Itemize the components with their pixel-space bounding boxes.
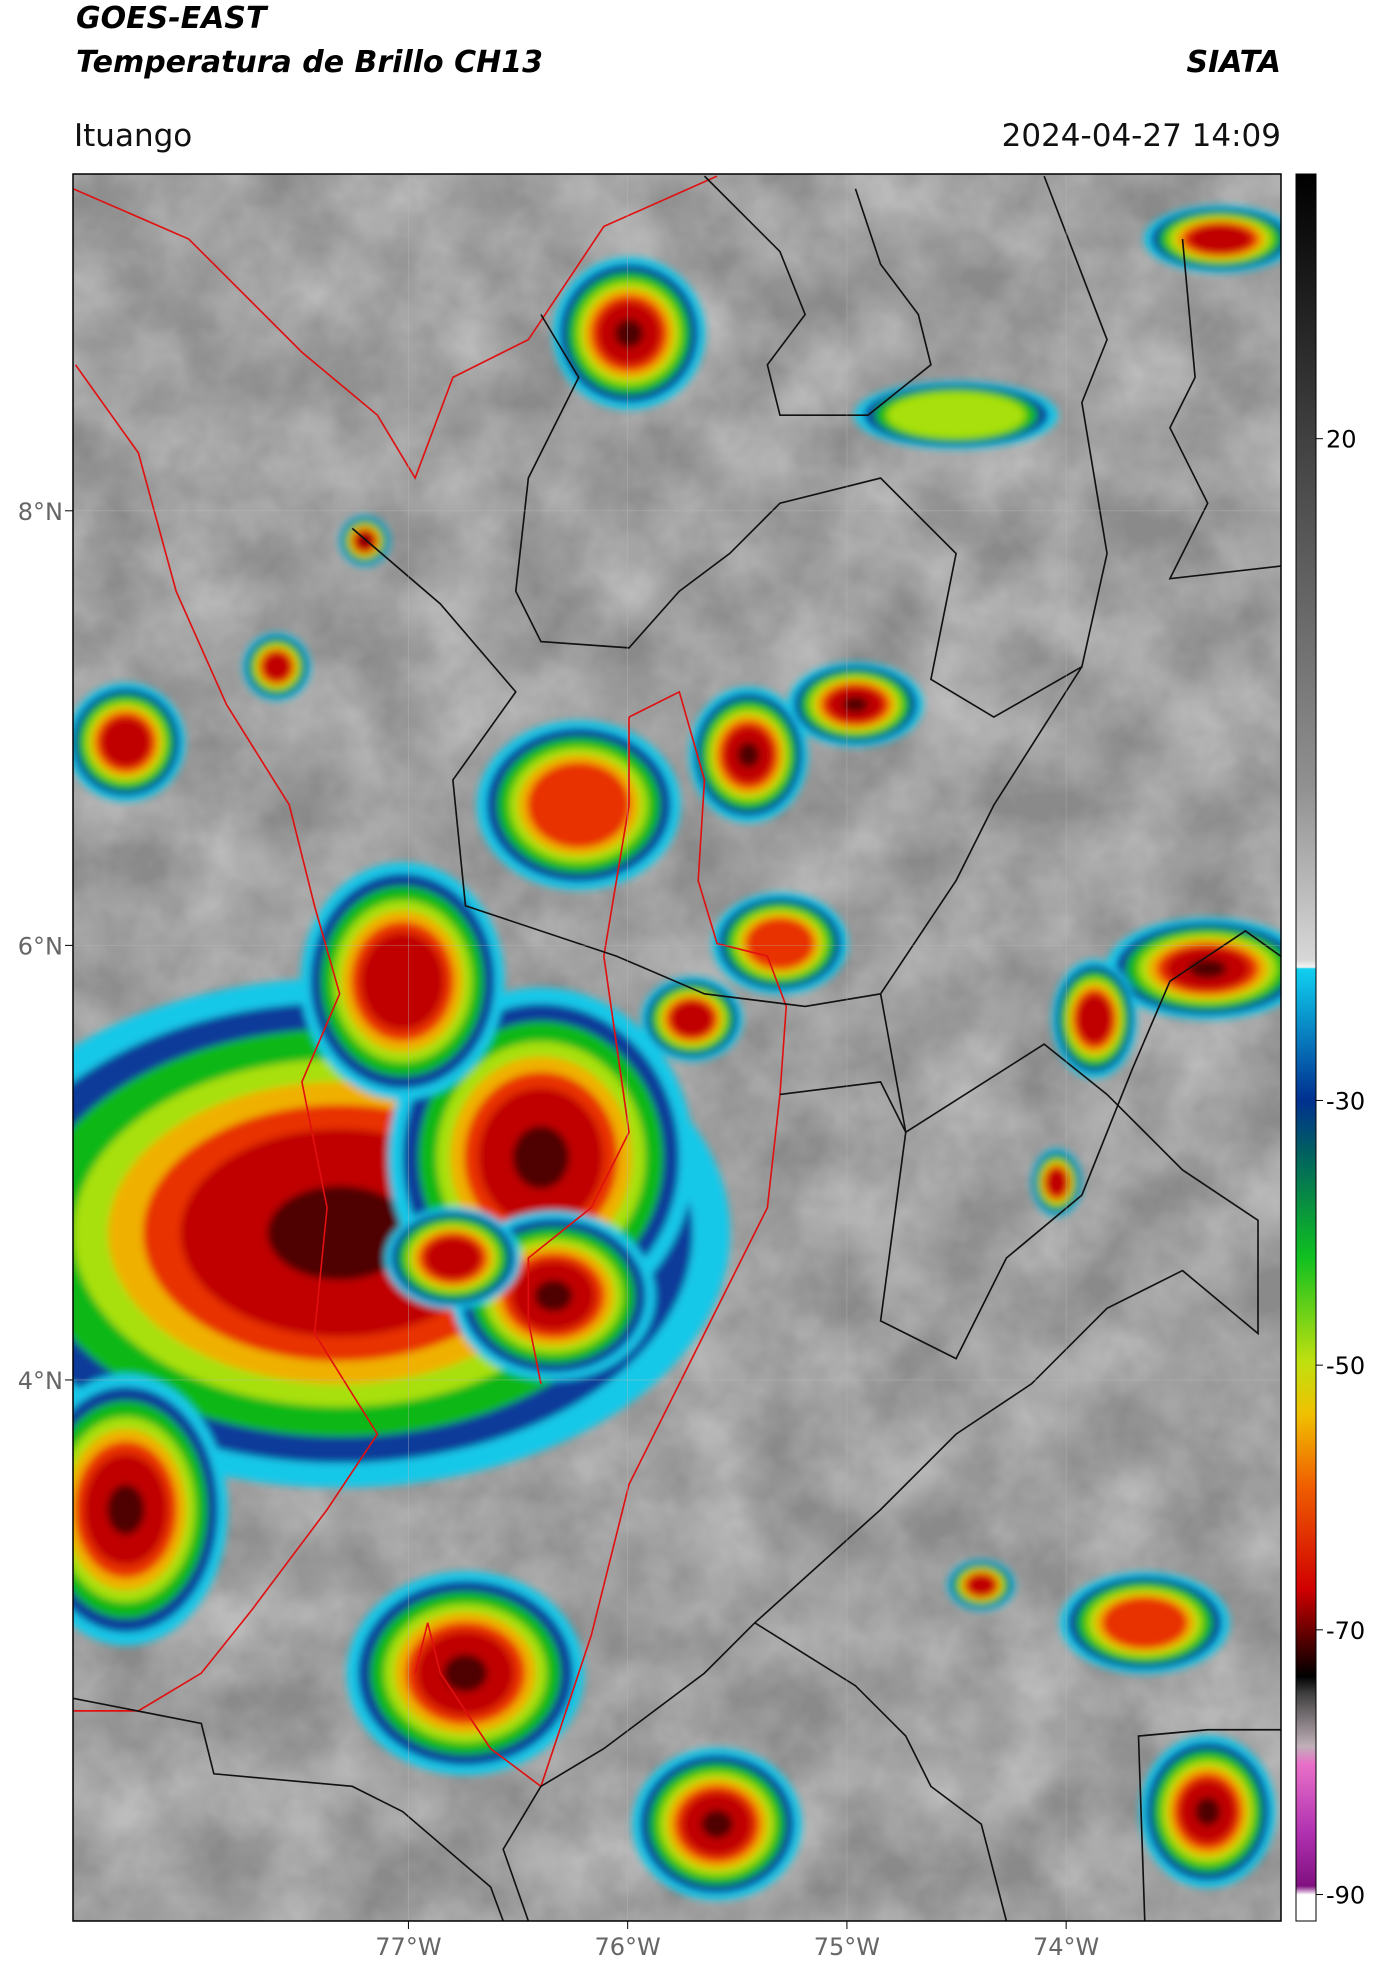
storm-cell bbox=[701, 1809, 733, 1839]
colorbar-tick-label: -50 bbox=[1326, 1352, 1365, 1380]
lon-tick-label: 74°W bbox=[1033, 1933, 1099, 1961]
storm-cell bbox=[967, 1574, 996, 1596]
source: SIATA bbox=[1187, 45, 1281, 80]
storm-cell bbox=[737, 742, 760, 768]
storm-cell bbox=[1188, 959, 1227, 979]
storm-cell bbox=[1189, 225, 1252, 253]
storm-cell bbox=[671, 1001, 713, 1037]
storm-cell bbox=[614, 319, 644, 348]
storm-cell bbox=[512, 1125, 570, 1189]
storm-cell bbox=[1195, 1797, 1221, 1826]
storm-cell bbox=[745, 917, 815, 970]
storm-cell bbox=[262, 652, 291, 681]
subtitle: Temperatura de Brillo CH13 bbox=[76, 45, 543, 80]
lon-tick-label: 77°W bbox=[375, 1933, 441, 1961]
lon-tick-label: 76°W bbox=[595, 1933, 661, 1961]
colorbar-tick-label: -70 bbox=[1326, 1617, 1365, 1645]
storm-cell bbox=[267, 1185, 412, 1281]
colorbar-tick-label: 20 bbox=[1326, 426, 1357, 454]
lat-tick-label: 6°N bbox=[18, 932, 63, 960]
storm-cell bbox=[101, 718, 151, 767]
title: GOES-EAST bbox=[76, 1, 269, 36]
map-frame bbox=[72, 173, 1282, 1922]
storm-cell bbox=[886, 391, 1026, 439]
storm-cell bbox=[106, 1484, 145, 1535]
lon-tick-label: 75°W bbox=[814, 1933, 880, 1961]
storm-cell bbox=[527, 762, 631, 848]
lat-tick-label: 4°N bbox=[18, 1367, 63, 1395]
storm-cell bbox=[361, 932, 445, 1030]
storm-cell bbox=[443, 1654, 488, 1693]
storm-cell bbox=[1046, 1168, 1068, 1197]
map-area bbox=[73, 174, 1281, 1921]
colorbar bbox=[1295, 173, 1317, 1922]
location: Ituango bbox=[74, 118, 192, 154]
storm-cell bbox=[534, 1280, 573, 1312]
storm-cell bbox=[842, 696, 869, 713]
datetime: 2024-04-27 14:09 bbox=[1002, 118, 1281, 154]
storm-cell bbox=[360, 536, 370, 546]
lat-tick-label: 8°N bbox=[18, 498, 63, 526]
storm-cell bbox=[425, 1237, 481, 1279]
storm-cell bbox=[1102, 1597, 1188, 1649]
colorbar-tick-label: -30 bbox=[1326, 1087, 1365, 1115]
colorbar-tick-label: -90 bbox=[1326, 1882, 1365, 1910]
storm-cell bbox=[1077, 994, 1112, 1044]
